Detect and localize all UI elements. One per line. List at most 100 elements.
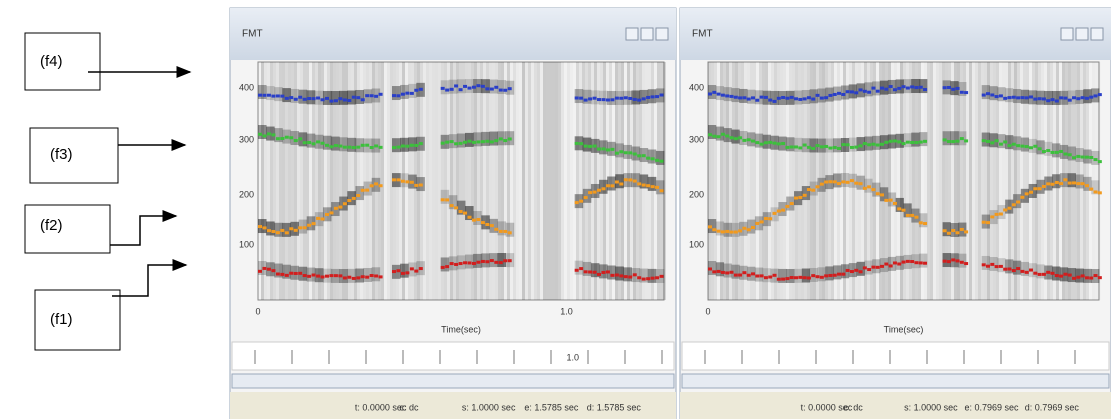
formant-dot <box>588 270 592 273</box>
formant-dot <box>785 205 789 208</box>
formant-dot <box>392 178 396 181</box>
formant-dot <box>329 145 333 148</box>
formant-dot <box>760 96 764 99</box>
formant-dot <box>646 277 650 280</box>
spectrogram-stripe <box>540 62 543 300</box>
formant-dot <box>790 276 794 279</box>
formant-dot <box>396 94 400 97</box>
formant-dot <box>642 184 646 187</box>
formant-dot <box>463 261 467 264</box>
formant-dot <box>262 267 266 270</box>
formant-band <box>607 177 616 191</box>
formant-dot <box>615 180 619 183</box>
x-axis-label: Time(sec) <box>441 324 481 334</box>
formant-dot <box>1085 156 1089 159</box>
formant-dot <box>781 209 785 212</box>
formant-dot <box>325 144 329 147</box>
formant-dot <box>794 97 798 100</box>
window-button[interactable] <box>641 28 653 40</box>
formant-dot <box>316 140 320 143</box>
formant-dot <box>956 231 960 234</box>
formant-dot <box>863 90 867 93</box>
formant-band <box>355 186 364 200</box>
formant-dot <box>742 96 746 99</box>
formant-dot <box>725 230 729 233</box>
formant-dot <box>361 189 365 192</box>
formant-dot <box>490 224 494 227</box>
formant-dot <box>606 148 610 151</box>
formant-dot <box>876 144 880 147</box>
formant-dot <box>579 267 583 270</box>
formant-dot <box>633 273 637 276</box>
formant-dot <box>1085 184 1089 187</box>
formant-dot <box>405 145 409 148</box>
title-bar <box>230 8 676 60</box>
formant-dot <box>1085 276 1089 279</box>
formant-dot <box>329 211 333 214</box>
formant-dot <box>579 200 583 203</box>
window-button[interactable] <box>656 28 668 40</box>
spectrogram-stripe <box>552 62 555 300</box>
formant-dot <box>276 137 280 140</box>
formant-dot <box>824 274 828 277</box>
formant-dot <box>803 194 807 197</box>
formant-dot <box>370 274 374 277</box>
formant-dot <box>365 94 369 97</box>
formant-band <box>786 269 794 283</box>
formant-dot <box>871 266 875 269</box>
formant-dot <box>951 229 955 232</box>
formant-dot <box>463 141 467 144</box>
formant-dot <box>747 138 751 141</box>
formant-dot <box>633 153 637 156</box>
formant-dot <box>624 96 628 99</box>
formant-dot <box>923 262 927 265</box>
formant-dot <box>624 151 628 154</box>
arrow <box>110 216 176 245</box>
formant-dot <box>490 259 494 262</box>
window-button[interactable] <box>1076 28 1088 40</box>
formant-dot <box>1012 203 1016 206</box>
formant-dot <box>329 100 333 103</box>
formant-dot <box>1046 99 1050 102</box>
formant-dot <box>467 216 471 219</box>
formant-dot <box>859 88 863 91</box>
scrollbar[interactable] <box>232 374 674 388</box>
formant-dot <box>919 221 923 224</box>
formant-dot <box>712 135 716 138</box>
formant-dot <box>947 232 951 235</box>
formant-band <box>400 264 409 278</box>
formant-dot <box>850 270 854 273</box>
window-button[interactable] <box>1091 28 1103 40</box>
formant-dot <box>258 94 262 97</box>
formant-dot <box>262 134 266 137</box>
screenshot: (f4) (f3) (f2) (f1) FMT40030020010001.0T… <box>0 0 1111 419</box>
arrow <box>112 265 186 296</box>
formant-dot <box>494 261 498 264</box>
scrollbar[interactable] <box>682 374 1109 388</box>
formant-dot <box>982 139 986 142</box>
formant-dot <box>294 139 298 142</box>
formant-dot <box>1025 96 1029 99</box>
formant-dot <box>619 274 623 277</box>
formant-band <box>817 267 825 281</box>
formant-dot <box>867 91 871 94</box>
formant-dot <box>1038 187 1042 190</box>
formant-dot <box>1042 97 1046 100</box>
formant-dot <box>943 229 947 232</box>
spectrogram-stripe <box>381 62 384 300</box>
formant-dot <box>833 180 837 183</box>
formant-dot <box>854 182 858 185</box>
formant-band <box>802 269 810 283</box>
formant-dot <box>1042 273 1046 276</box>
formant-dot <box>374 182 378 185</box>
formant-dot <box>846 269 850 272</box>
formant-dot <box>298 96 302 99</box>
formant-dot <box>1008 207 1012 210</box>
formant-dot <box>902 85 906 88</box>
y-tick-label: 400 <box>239 82 254 92</box>
formant-band <box>506 223 515 237</box>
window-button[interactable] <box>626 28 638 40</box>
formant-dot <box>396 178 400 181</box>
window-button[interactable] <box>1061 28 1073 40</box>
formant-dot <box>951 258 955 261</box>
